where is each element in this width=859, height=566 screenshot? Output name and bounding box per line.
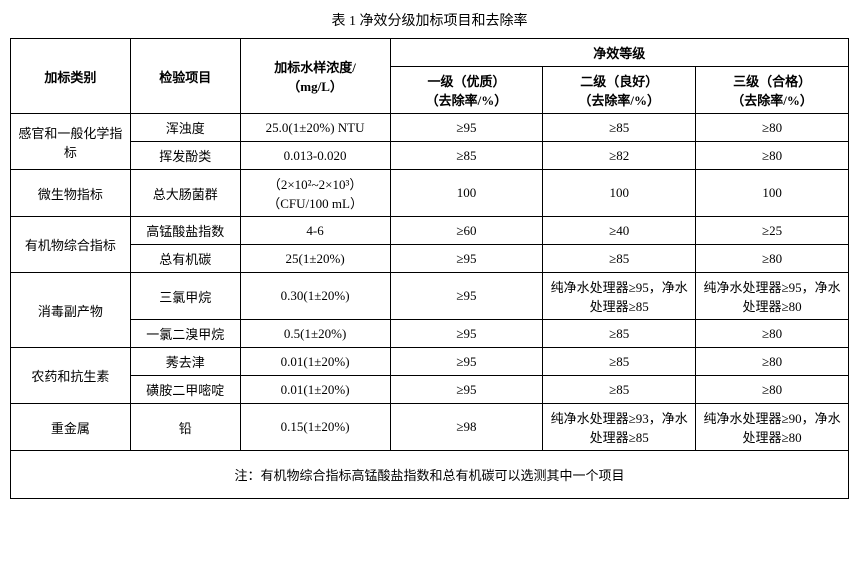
- cell-g3: 纯净水处理器≥95，净水处理器≥80: [696, 273, 849, 320]
- cat-microbial: 微生物指标: [11, 170, 131, 217]
- footnote-row: 注：有机物综合指标高锰酸盐指数和总有机碳可以选测其中一个项目: [11, 451, 849, 499]
- cell-conc: 0.5(1±20%): [240, 320, 390, 348]
- header-item: 检验项目: [130, 39, 240, 114]
- table-row: 重金属 铅 0.15(1±20%) ≥98 纯净水处理器≥93，净水处理器≥85…: [11, 404, 849, 451]
- cell-g1: ≥98: [390, 404, 543, 451]
- cell-g3: ≥80: [696, 348, 849, 376]
- cell-g1: ≥95: [390, 320, 543, 348]
- header-conc-line2: （mg/L）: [287, 79, 343, 94]
- cell-g1: ≥95: [390, 376, 543, 404]
- cell-item: 挥发酚类: [130, 142, 240, 170]
- cell-item: 三氯甲烷: [130, 273, 240, 320]
- cell-item: 总有机碳: [130, 245, 240, 273]
- cell-g2: ≥85: [543, 114, 696, 142]
- cell-g3: 纯净水处理器≥90，净水处理器≥80: [696, 404, 849, 451]
- cell-g2: ≥82: [543, 142, 696, 170]
- header-grade3-line1: 三级（合格）: [733, 74, 811, 89]
- cell-conc: 0.15(1±20%): [240, 404, 390, 451]
- table-title: 表 1 净效分级加标项目和去除率: [10, 10, 849, 30]
- cell-g2: 纯净水处理器≥95，净水处理器≥85: [543, 273, 696, 320]
- header-category: 加标类别: [11, 39, 131, 114]
- table-row: 总有机碳 25(1±20%) ≥95 ≥85 ≥80: [11, 245, 849, 273]
- cell-g3: ≥80: [696, 142, 849, 170]
- cell-conc: 0.013-0.020: [240, 142, 390, 170]
- cell-g1: ≥95: [390, 273, 543, 320]
- cell-conc: 4-6: [240, 217, 390, 245]
- cell-g2: ≥85: [543, 245, 696, 273]
- cell-g1: ≥60: [390, 217, 543, 245]
- header-grade1-line1: 一级（优质）: [427, 74, 505, 89]
- cell-g3: ≥80: [696, 376, 849, 404]
- cell-conc: 0.30(1±20%): [240, 273, 390, 320]
- cell-item: 磺胺二甲嘧啶: [130, 376, 240, 404]
- table-row: 农药和抗生素 莠去津 0.01(1±20%) ≥95 ≥85 ≥80: [11, 348, 849, 376]
- table-header: 加标类别 检验项目 加标水样浓度/ （mg/L） 净效等级 一级（优质） （去除…: [11, 39, 849, 114]
- header-concentration: 加标水样浓度/ （mg/L）: [240, 39, 390, 114]
- header-grade1: 一级（优质） （去除率/%）: [390, 67, 543, 114]
- cell-g3: ≥80: [696, 320, 849, 348]
- cell-item: 莠去津: [130, 348, 240, 376]
- header-grade2-line1: 二级（良好）: [580, 74, 658, 89]
- cell-g1: ≥95: [390, 114, 543, 142]
- table-row: 挥发酚类 0.013-0.020 ≥85 ≥82 ≥80: [11, 142, 849, 170]
- header-grade3: 三级（合格） （去除率/%）: [696, 67, 849, 114]
- cell-conc: （2×10²~2×10³）（CFU/100 mL）: [240, 170, 390, 217]
- table-row: 有机物综合指标 高锰酸盐指数 4-6 ≥60 ≥40 ≥25: [11, 217, 849, 245]
- header-grade2-line2: （去除率/%）: [578, 93, 660, 108]
- table-row: 微生物指标 总大肠菌群 （2×10²~2×10³）（CFU/100 mL） 10…: [11, 170, 849, 217]
- table-row: 磺胺二甲嘧啶 0.01(1±20%) ≥95 ≥85 ≥80: [11, 376, 849, 404]
- header-grade3-line2: （去除率/%）: [731, 93, 813, 108]
- cell-g3: ≥80: [696, 245, 849, 273]
- table-row: 感官和一般化学指标 浑浊度 25.0(1±20%) NTU ≥95 ≥85 ≥8…: [11, 114, 849, 142]
- header-grade-group: 净效等级: [390, 39, 848, 67]
- cell-item: 一氯二溴甲烷: [130, 320, 240, 348]
- cell-conc: 25.0(1±20%) NTU: [240, 114, 390, 142]
- classification-table: 加标类别 检验项目 加标水样浓度/ （mg/L） 净效等级 一级（优质） （去除…: [10, 38, 849, 499]
- table-body: 感官和一般化学指标 浑浊度 25.0(1±20%) NTU ≥95 ≥85 ≥8…: [11, 114, 849, 499]
- header-grade1-line2: （去除率/%）: [426, 93, 508, 108]
- table-row: 消毒副产物 三氯甲烷 0.30(1±20%) ≥95 纯净水处理器≥95，净水处…: [11, 273, 849, 320]
- cell-item: 浑浊度: [130, 114, 240, 142]
- cell-g2: 纯净水处理器≥93，净水处理器≥85: [543, 404, 696, 451]
- cell-g2: ≥85: [543, 376, 696, 404]
- cell-g2: ≥85: [543, 320, 696, 348]
- header-row-1: 加标类别 检验项目 加标水样浓度/ （mg/L） 净效等级: [11, 39, 849, 67]
- cell-g2: ≥40: [543, 217, 696, 245]
- table-row: 一氯二溴甲烷 0.5(1±20%) ≥95 ≥85 ≥80: [11, 320, 849, 348]
- cell-g1: 100: [390, 170, 543, 217]
- cell-g3: ≥80: [696, 114, 849, 142]
- cat-sensory: 感官和一般化学指标: [11, 114, 131, 170]
- cell-conc: 0.01(1±20%): [240, 376, 390, 404]
- header-conc-line1: 加标水样浓度/: [274, 60, 356, 75]
- cat-disinfection: 消毒副产物: [11, 273, 131, 348]
- table-footnote: 注：有机物综合指标高锰酸盐指数和总有机碳可以选测其中一个项目: [11, 451, 849, 499]
- cell-item: 高锰酸盐指数: [130, 217, 240, 245]
- cell-item: 铅: [130, 404, 240, 451]
- cat-heavy-metal: 重金属: [11, 404, 131, 451]
- cell-g2: ≥85: [543, 348, 696, 376]
- cell-g2: 100: [543, 170, 696, 217]
- header-grade2: 二级（良好） （去除率/%）: [543, 67, 696, 114]
- cat-pesticide: 农药和抗生素: [11, 348, 131, 404]
- cell-g1: ≥85: [390, 142, 543, 170]
- cell-g3: 100: [696, 170, 849, 217]
- cell-conc: 0.01(1±20%): [240, 348, 390, 376]
- cell-g3: ≥25: [696, 217, 849, 245]
- cell-g1: ≥95: [390, 245, 543, 273]
- cell-item: 总大肠菌群: [130, 170, 240, 217]
- cat-organic: 有机物综合指标: [11, 217, 131, 273]
- cell-g1: ≥95: [390, 348, 543, 376]
- cell-conc: 25(1±20%): [240, 245, 390, 273]
